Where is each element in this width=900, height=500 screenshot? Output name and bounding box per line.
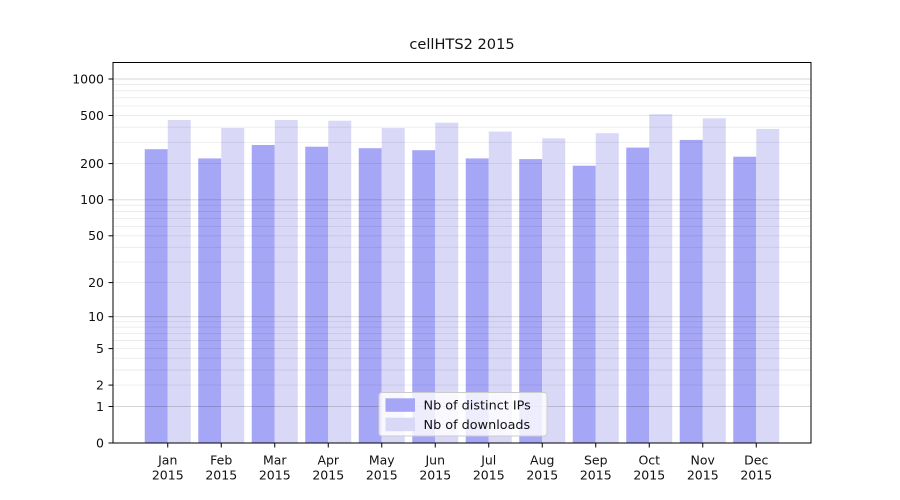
y-tick-label: 1000 xyxy=(72,71,104,86)
bar-downloads-mar xyxy=(274,120,298,443)
bar-downloads-feb xyxy=(221,128,245,443)
bar-distinct-ips-jul xyxy=(465,158,489,443)
y-tick-label: 1 xyxy=(96,399,104,414)
x-tick-label-year: 2015 xyxy=(419,468,451,483)
x-tick-label-year: 2015 xyxy=(366,468,398,483)
bar-downloads-dec xyxy=(756,128,780,443)
bar-distinct-ips-nov xyxy=(679,139,703,443)
x-tick-label-year: 2015 xyxy=(312,468,344,483)
bar-distinct-ips-dec xyxy=(733,156,757,443)
y-tick-label: 5 xyxy=(96,341,104,356)
y-tick-label: 0 xyxy=(96,435,104,450)
bar-distinct-ips-mar xyxy=(251,145,275,443)
chart-title: cellHTS2 2015 xyxy=(409,36,515,53)
bar-downloads-may xyxy=(381,128,405,443)
legend: Nb of distinct IPs Nb of downloads xyxy=(378,392,548,437)
bar-distinct-ips-feb xyxy=(198,158,222,443)
x-tick-label-year: 2015 xyxy=(152,468,184,483)
y-tick-label: 20 xyxy=(88,275,104,290)
legend-swatch-downloads xyxy=(385,417,415,432)
legend-label-downloads: Nb of downloads xyxy=(424,418,531,433)
bar-downloads-oct xyxy=(649,114,673,443)
bar-downloads-aug xyxy=(542,138,566,444)
legend-box xyxy=(378,392,548,437)
bar-distinct-ips-may xyxy=(358,148,382,443)
x-tick-label-year: 2015 xyxy=(687,468,719,483)
bar-downloads-jul xyxy=(488,131,512,443)
x-tick-label-month: Feb xyxy=(210,453,232,468)
legend-label-distinct-ips: Nb of distinct IPs xyxy=(424,399,532,414)
x-tick-label-month: Apr xyxy=(317,453,339,468)
bar-distinct-ips-aug xyxy=(519,159,543,443)
x-tick-label-month: Dec xyxy=(744,453,768,468)
plot-border xyxy=(112,62,812,444)
bar-distinct-ips-oct xyxy=(626,147,650,443)
minor-gridlines xyxy=(113,84,811,386)
bar-downloads-sep xyxy=(595,133,619,443)
x-tick-label-month: Aug xyxy=(530,453,554,468)
bar-distinct-ips-sep xyxy=(572,165,596,443)
bar-distinct-ips-apr xyxy=(305,146,329,443)
x-tick-label-month: May xyxy=(369,453,395,468)
bar-downloads-jan xyxy=(167,120,191,443)
y-tick-label: 100 xyxy=(80,192,104,207)
x-tick-label-month: Jul xyxy=(480,453,496,468)
bar-distinct-ips-jan xyxy=(144,149,168,443)
x-tick-label-year: 2015 xyxy=(473,468,505,483)
bar-downloads-apr xyxy=(328,120,352,443)
x-tick-label-year: 2015 xyxy=(580,468,612,483)
bar-downloads-jun xyxy=(435,122,459,443)
x-tick-label-month: Jan xyxy=(157,453,177,468)
x-tick-label-month: Sep xyxy=(584,453,608,468)
x-tick-label-year: 2015 xyxy=(259,468,291,483)
x-tick-label-year: 2015 xyxy=(526,468,558,483)
bar-downloads-nov xyxy=(702,118,726,444)
y-tick-label: 200 xyxy=(80,156,104,171)
x-tick-label-month: Mar xyxy=(263,453,287,468)
x-axis: Jan2015Feb2015Mar2015Apr2015May2015Jun20… xyxy=(152,443,772,483)
x-tick-label-year: 2015 xyxy=(205,468,237,483)
y-tick-label: 2 xyxy=(96,378,104,393)
y-axis: 0 1 2 5 10 20 50 100 200 500 1000 xyxy=(72,71,113,450)
y-tick-label: 10 xyxy=(88,309,104,324)
x-tick-label-year: 2015 xyxy=(633,468,665,483)
x-tick-label-month: Nov xyxy=(691,453,716,468)
x-tick-label-month: Jun xyxy=(424,453,445,468)
y-tick-label: 50 xyxy=(88,228,104,243)
legend-swatch-distinct-ips xyxy=(385,398,415,412)
x-tick-label-year: 2015 xyxy=(740,468,772,483)
x-tick-label-month: Oct xyxy=(638,453,660,468)
y-tick-label: 500 xyxy=(80,108,104,123)
bar-distinct-ips-jun xyxy=(412,150,436,443)
